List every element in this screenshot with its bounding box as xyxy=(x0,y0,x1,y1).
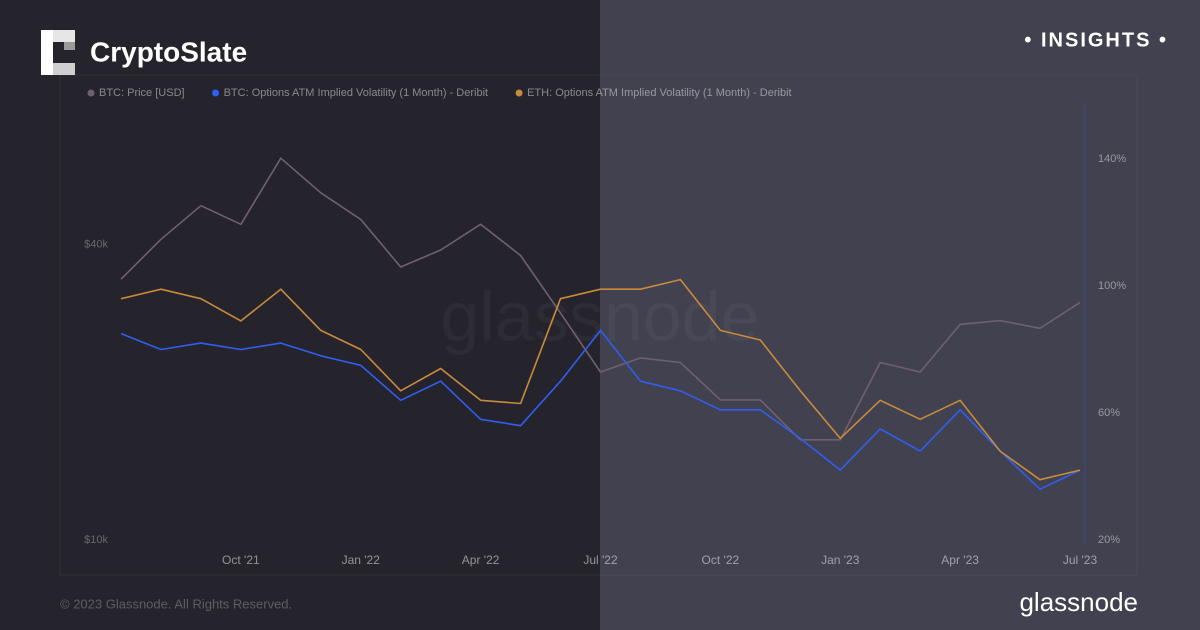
legend-label: ETH: Options ATM Implied Volatility (1 M… xyxy=(527,87,792,99)
left-panel xyxy=(0,0,600,630)
x-tick-label: Apr '22 xyxy=(462,553,500,567)
right-panel xyxy=(600,0,1200,630)
y2-tick-label: 100% xyxy=(1098,280,1126,292)
plot-frame xyxy=(59,74,1138,576)
x-tick-label: Oct '22 xyxy=(702,553,740,567)
copyright: © 2023 Glassnode. All Rights Reserved. xyxy=(60,596,292,611)
y2-tick-label: 60% xyxy=(1098,407,1120,419)
watermark: glassnode xyxy=(440,277,759,355)
y-tick-label: $10k xyxy=(84,534,108,546)
legend-swatch xyxy=(87,89,95,97)
y2-tick-label: 140% xyxy=(1098,153,1126,165)
x-tick-label: Jul '22 xyxy=(583,553,618,567)
legend-label: BTC: Price [USD] xyxy=(99,87,185,99)
x-tick-label: Apr '23 xyxy=(941,553,979,567)
series-line xyxy=(120,157,1081,441)
series-line xyxy=(120,278,1081,481)
legend-swatch xyxy=(515,89,523,97)
series-line xyxy=(120,329,1081,490)
y-tick-label: $40k xyxy=(84,238,108,250)
footer-logo: glassnode xyxy=(1019,587,1138,617)
y2-tick-label: 20% xyxy=(1098,534,1120,546)
insights-tag: • INSIGHTS • xyxy=(1024,29,1168,51)
x-tick-label: Jan '22 xyxy=(342,553,381,567)
legend-label: BTC: Options ATM Implied Volatility (1 M… xyxy=(224,87,489,99)
legend-swatch xyxy=(212,89,220,97)
brand: CryptoSlate xyxy=(90,36,247,67)
x-tick-label: Jul '23 xyxy=(1063,553,1098,567)
x-tick-label: Jan '23 xyxy=(821,553,860,567)
x-tick-label: Oct '21 xyxy=(222,553,260,567)
logo-icon xyxy=(41,30,75,75)
